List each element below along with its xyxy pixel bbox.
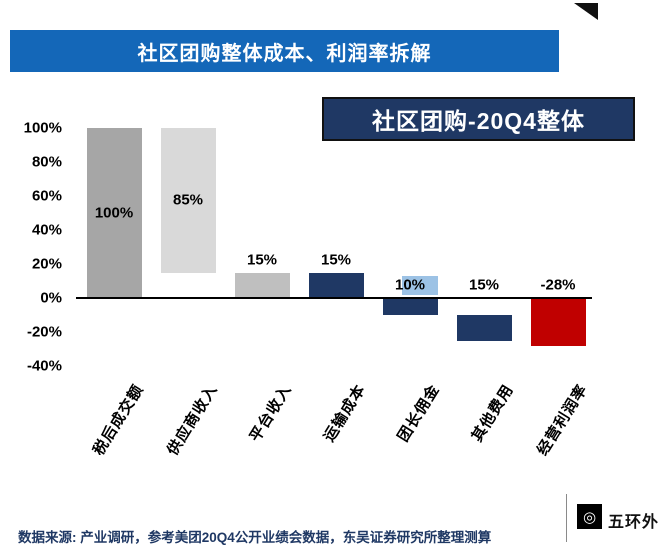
category-label: 平台收入 xyxy=(246,381,295,445)
category-label: 其他费用 xyxy=(468,381,517,445)
bar-其他费用 xyxy=(456,315,512,341)
source-note: 数据来源: 产业调研，参考美团20Q4公开业绩会数据，东吴证券研究所整理测算 xyxy=(18,530,492,545)
y-axis-tick: 20% xyxy=(31,255,62,273)
page-title: 社区团购整体成本、利润率拆解 xyxy=(137,42,432,65)
value-label: 100% xyxy=(94,204,134,222)
category-label: 供应商收入 xyxy=(164,381,221,459)
brand-logo-glyph: ◎ xyxy=(582,508,597,526)
value-label: 15% xyxy=(246,251,278,268)
value-label: 85% xyxy=(172,191,204,209)
y-axis-tick: -40% xyxy=(26,357,62,375)
bar-税后成交额 xyxy=(86,128,142,298)
category-label: 运输成本 xyxy=(320,381,369,445)
y-axis-tick: 100% xyxy=(23,119,62,137)
y-axis-tick: 40% xyxy=(31,221,62,239)
bar-运输成本 xyxy=(308,272,364,298)
value-label: 10% xyxy=(394,276,426,294)
bar-平台收入 xyxy=(234,272,290,298)
chart-title-box: 社区团购-20Q4整体 xyxy=(322,97,635,141)
value-label: -28% xyxy=(540,276,576,294)
y-axis-tick: 80% xyxy=(31,153,62,171)
chart-title: 社区团购-20Q4整体 xyxy=(372,108,585,134)
category-label: 团长佣金 xyxy=(394,381,443,445)
y-axis-tick: 60% xyxy=(31,187,62,205)
category-label: 税后成交额 xyxy=(90,381,147,459)
bar-供应商收入 xyxy=(160,128,216,273)
bar-经营利润率 xyxy=(530,298,586,346)
corner-mark-icon xyxy=(574,3,598,20)
value-label: 15% xyxy=(320,251,352,268)
brand-logo-icon: ◎ xyxy=(577,504,602,529)
header-banner: 社区团购整体成本、利润率拆解 xyxy=(10,30,559,72)
y-axis-tick: 0% xyxy=(40,289,62,307)
bar-团长佣金 xyxy=(382,298,438,315)
brand-name: 五环外 xyxy=(608,514,660,531)
y-axis-tick: -20% xyxy=(26,323,62,341)
value-label: 15% xyxy=(468,276,500,294)
value-label-highlight xyxy=(402,276,438,295)
x-axis-zero-line xyxy=(76,297,592,299)
category-label: 经营利润率 xyxy=(534,381,591,459)
brand-divider xyxy=(566,494,567,542)
